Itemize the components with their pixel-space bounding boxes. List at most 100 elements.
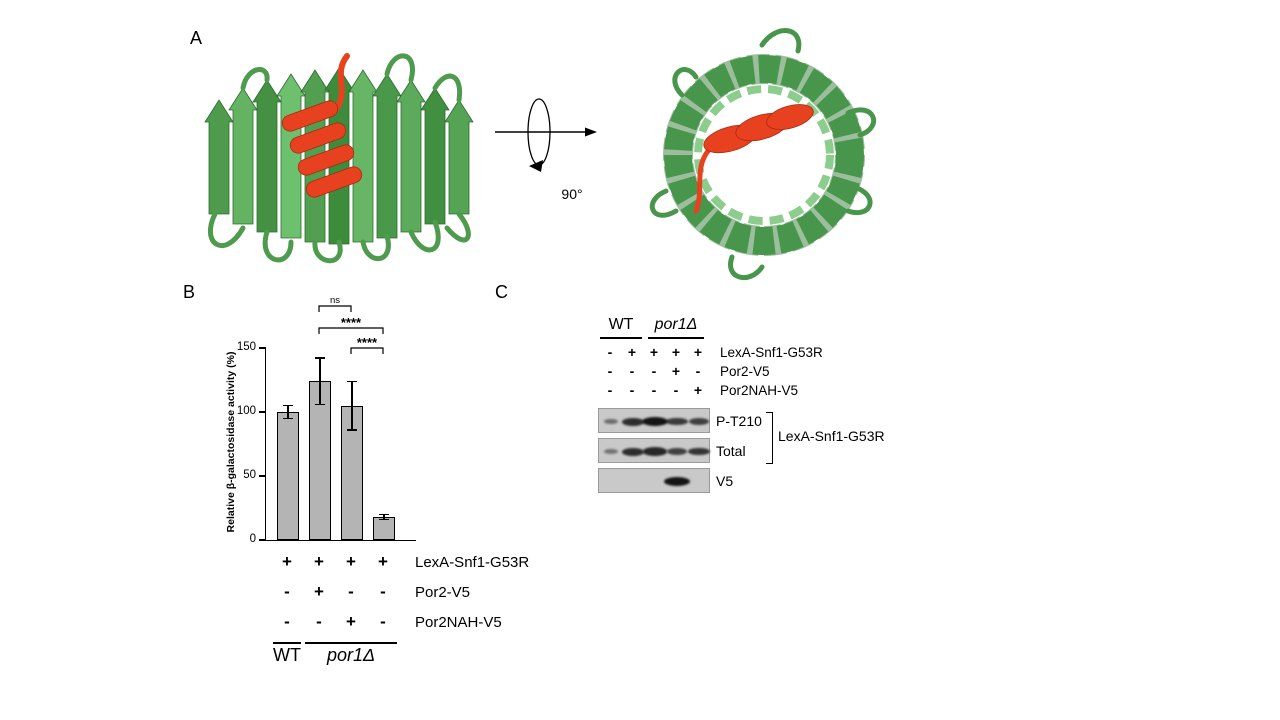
condition-sign: +	[671, 363, 681, 379]
rotation-arrow-icon	[495, 98, 597, 172]
condition-sign: +	[378, 552, 388, 571]
condition-sign: +	[693, 344, 703, 360]
blot-label: V5	[716, 473, 734, 489]
condition-sign: -	[695, 363, 701, 379]
panel-c-label: C	[495, 282, 508, 302]
y-tick	[259, 411, 266, 413]
panel-a-label: A	[190, 28, 203, 48]
error-bar-line	[383, 514, 385, 520]
condition-label: Por2-V5	[415, 584, 471, 601]
alpha-helix	[693, 104, 814, 214]
error-bar-line	[319, 358, 321, 405]
error-bar-cap	[283, 417, 293, 420]
y-axis-label: Relative β-galactosidase activity (%)	[225, 351, 237, 533]
condition-sign: -	[607, 363, 613, 379]
error-bar-cap	[315, 403, 325, 406]
blot-band	[603, 418, 619, 425]
panel-b-condition-grid: + + + + LexA-Snf1-G53R - + - - Por2-V5 - - + - Por2NAH…	[265, 552, 595, 647]
blot-band	[688, 447, 710, 456]
error-bar-cap	[379, 518, 389, 521]
blot-bracket-label: LexA-Snf1-G53R	[778, 428, 885, 444]
panel-b-group-labels: WT por1Δ	[265, 642, 465, 672]
y-tick-label: 150	[236, 341, 256, 353]
group-line	[305, 642, 397, 644]
blot-band	[621, 417, 645, 426]
condition-sign: -	[629, 382, 635, 398]
loop-regions	[207, 53, 471, 264]
condition-sign: -	[629, 363, 635, 379]
beta-barrel-ring	[663, 54, 865, 256]
group-label: WT	[273, 645, 301, 665]
condition-sign: +	[346, 612, 356, 631]
blot-strip	[598, 468, 710, 493]
error-bar-cap	[347, 429, 357, 431]
y-tick-label: 100	[236, 405, 256, 417]
group-label: por1Δ	[654, 316, 698, 333]
y-tick-label: 50	[243, 469, 256, 481]
condition-sign: +	[627, 344, 637, 360]
condition-sign: -	[651, 363, 657, 379]
protein-structure-side-view	[204, 53, 474, 264]
condition-label: Por2-V5	[720, 364, 770, 379]
y-tick-label: 0	[249, 533, 256, 545]
western-blot-strips: P-T210 Total V5	[598, 408, 858, 508]
condition-sign: -	[607, 344, 613, 360]
sig-bracket	[350, 347, 384, 354]
condition-sign: -	[284, 582, 290, 601]
significance-brackets: ns********	[318, 295, 384, 354]
blot-band	[643, 447, 667, 456]
panel-c-condition-grid: - + + + + LexA-Snf1-G53R - - - + - Por2-V5- - - - + Por2…	[598, 344, 898, 404]
sig-label: ns	[330, 295, 340, 306]
sig-bracket	[318, 327, 384, 334]
error-bar-cap	[315, 357, 325, 360]
group-label: WT	[608, 316, 634, 333]
condition-sign: +	[649, 344, 659, 360]
sig-bracket	[318, 305, 352, 312]
sig-label: ****	[341, 315, 362, 330]
condition-label: Por2NAH-V5	[415, 614, 502, 631]
condition-sign: -	[380, 582, 386, 601]
panel-c-group-labels: WT por1Δ	[598, 316, 758, 342]
condition-sign: +	[346, 552, 356, 571]
condition-sign: +	[314, 552, 324, 571]
blot-label: Total	[716, 443, 746, 459]
loop-regions	[649, 28, 877, 280]
error-bar-cap	[283, 404, 293, 407]
group-line	[600, 337, 642, 339]
bar-chart-plot-area: 0 50 100 150	[237, 341, 416, 545]
sig-label: ****	[357, 335, 378, 350]
condition-sign: -	[607, 382, 613, 398]
bar	[277, 412, 299, 540]
y-tick	[259, 347, 266, 349]
condition-label: Por2NAH-V5	[720, 383, 799, 398]
blot-bracket	[766, 412, 773, 464]
blot-band	[621, 447, 645, 456]
condition-sign: +	[671, 344, 681, 360]
blot-band	[604, 448, 618, 455]
error-bar-line	[287, 405, 289, 419]
error-bar-cap	[379, 513, 389, 516]
error-bar-line	[351, 381, 353, 430]
group-line	[648, 337, 704, 339]
group-line	[273, 642, 301, 644]
panel-b-label: B	[183, 282, 196, 302]
condition-sign: -	[316, 612, 322, 631]
y-tick	[259, 539, 266, 541]
condition-label: LexA-Snf1-G53R	[415, 554, 530, 571]
blot-band	[642, 417, 668, 426]
condition-sign: +	[693, 382, 703, 398]
blot-band	[666, 417, 688, 426]
condition-sign: -	[284, 612, 290, 631]
condition-sign: +	[282, 552, 292, 571]
condition-label: LexA-Snf1-G53R	[720, 345, 823, 360]
blot-band	[688, 417, 710, 426]
error-bar-cap	[347, 380, 357, 383]
group-label: por1Δ	[326, 645, 376, 665]
condition-sign: +	[314, 582, 324, 601]
y-tick	[259, 475, 266, 477]
alpha-helix	[281, 53, 363, 198]
blot-strip	[598, 408, 710, 433]
bar	[373, 516, 395, 540]
blot-label: P-T210	[716, 413, 762, 429]
condition-sign: -	[348, 582, 354, 601]
